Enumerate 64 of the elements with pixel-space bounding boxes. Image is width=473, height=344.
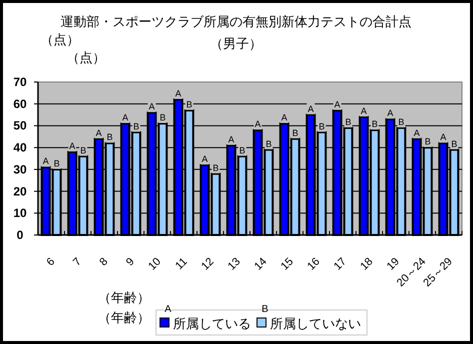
data-label: B xyxy=(80,145,86,156)
x-tick-label: 19 xyxy=(384,256,402,273)
data-label: A xyxy=(175,88,182,98)
data-label: B xyxy=(186,99,192,110)
x-tick-label: 18 xyxy=(358,256,376,273)
chart-title: 運動部・スポーツクラブ所属の有無別新体力テストの合計点 xyxy=(60,14,412,29)
data-label: B xyxy=(266,138,272,149)
data-label: A xyxy=(148,102,155,112)
x-tick-label: 12 xyxy=(199,256,216,273)
data-label: A xyxy=(281,112,288,123)
y-tick-label: 60 xyxy=(13,96,27,111)
x-tick-label: 16 xyxy=(305,256,322,273)
data-label: B xyxy=(239,145,246,156)
data-label: A xyxy=(308,104,314,114)
x-tick-label: 15 xyxy=(278,256,296,273)
data-label: A xyxy=(414,128,420,138)
x-tick-label: 7 xyxy=(71,256,84,268)
x-tick-label: 13 xyxy=(226,256,243,273)
y-tick-label: 50 xyxy=(13,118,27,133)
data-label: A xyxy=(202,154,208,164)
x-tick-label: 10 xyxy=(146,256,164,273)
data-label: B xyxy=(372,119,378,130)
x-axis-title: （年齢） xyxy=(98,290,150,305)
y-tick-label: 70 xyxy=(13,75,27,89)
x-tick-label: 9 xyxy=(124,256,137,268)
data-label: A xyxy=(440,132,446,142)
data-label: B xyxy=(345,116,352,127)
data-label: A xyxy=(360,106,367,116)
data-label: A xyxy=(387,108,394,118)
data-label: A xyxy=(96,128,102,138)
legend-label: 所属している xyxy=(173,316,251,331)
data-label: A xyxy=(254,119,261,130)
x-tick-label: 17 xyxy=(332,256,349,273)
y-tick-label: 30 xyxy=(13,162,27,176)
text: B xyxy=(262,304,268,315)
data-label: B xyxy=(398,116,404,127)
data-label: A xyxy=(228,134,234,144)
text: （点） xyxy=(66,50,106,65)
data-label: A xyxy=(122,112,128,123)
data-label: B xyxy=(451,138,458,149)
y-axis-title: （点） xyxy=(40,32,80,47)
data-label: B xyxy=(160,112,166,123)
data-label: A xyxy=(69,140,76,151)
chart-subtitle: （男子） xyxy=(210,36,262,51)
data-label: B xyxy=(106,132,113,142)
data-label: B xyxy=(212,162,219,173)
y-tick-label: 0 xyxy=(16,228,24,242)
y-tick-label: 20 xyxy=(13,184,27,198)
x-tick-label: 6 xyxy=(44,256,58,268)
data-label: B xyxy=(133,121,140,132)
data-label: B xyxy=(292,128,298,138)
data-label: A xyxy=(42,156,49,166)
text: （年齢） xyxy=(98,310,150,325)
x-tick-label: 11 xyxy=(173,256,190,272)
text: A xyxy=(164,304,172,315)
data-label: A xyxy=(334,99,340,110)
x-tick-label: 14 xyxy=(252,256,270,273)
data-label: B xyxy=(54,158,60,168)
legend-label: 所属していない xyxy=(270,316,361,331)
y-tick-label: 10 xyxy=(13,206,27,220)
y-tick-label: 40 xyxy=(13,140,27,155)
data-label: B xyxy=(424,136,431,147)
x-tick-label: 8 xyxy=(98,256,110,268)
data-label: B xyxy=(318,121,325,132)
